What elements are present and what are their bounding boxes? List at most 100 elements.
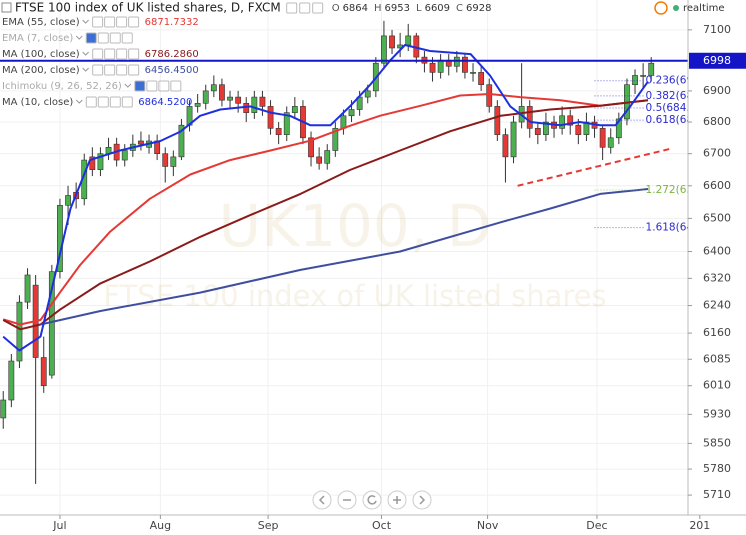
x-tick-label: Sep [258, 519, 279, 532]
candle-body [162, 153, 169, 167]
candle-body [429, 62, 436, 73]
watermark-description: FTSE 100 index of UK listed shares [103, 279, 606, 313]
price-label: 6998 [703, 54, 731, 67]
candle-body [210, 84, 217, 92]
legend-icon [128, 16, 140, 28]
fib-label: 0.236(6933) [646, 75, 711, 87]
legend-caret [82, 67, 90, 72]
candle-body [8, 360, 15, 401]
legend-icon [92, 16, 104, 28]
candle-body [364, 90, 371, 98]
legend-icon [128, 64, 140, 76]
candle-body [65, 195, 71, 206]
candle-body [178, 124, 185, 158]
chart-title: FTSE 100 index of UK listed shares, D, F… [15, 1, 281, 15]
reset-button[interactable] [362, 490, 382, 510]
y-tick-label: 5780 [703, 462, 731, 475]
candle-body [251, 96, 258, 113]
zoom-in-button[interactable] [387, 490, 407, 510]
candle-body [316, 156, 323, 164]
zoom-out-button[interactable] [337, 490, 357, 510]
y-tick-label: 6500 [703, 211, 731, 224]
ohlc-key: L [416, 3, 422, 14]
legend-icon [116, 16, 128, 28]
scroll-right-button[interactable] [412, 490, 432, 510]
y-tick-label: 6240 [703, 299, 731, 312]
indicator-line [2, 93, 649, 326]
legend-icon [128, 48, 140, 60]
legend-icon [146, 80, 158, 92]
alert-icon[interactable] [654, 1, 668, 15]
legend-icon [134, 80, 146, 92]
fib-label: 1.618(6472) [646, 222, 711, 234]
candle-body [526, 106, 533, 129]
candle-body [235, 96, 242, 104]
y-tick-label: 6160 [703, 326, 731, 339]
y-tick-label: 6400 [703, 244, 731, 257]
status: realtime [654, 1, 725, 15]
candle-body [194, 102, 201, 107]
legend-icon [116, 48, 128, 60]
candle-body [267, 106, 274, 129]
scroll-left-button[interactable] [312, 490, 332, 510]
legend-icon [104, 48, 116, 60]
candle-body [502, 134, 509, 158]
candle-body [648, 62, 655, 76]
candle-body [57, 204, 63, 272]
candle-body [615, 118, 622, 139]
legend-icon [92, 48, 104, 60]
realtime-label: realtime [683, 3, 725, 14]
candle-body [0, 399, 7, 419]
candle-body [332, 128, 339, 151]
candle-body [543, 121, 549, 135]
candle-body [348, 109, 355, 117]
legend-icon [158, 80, 170, 92]
legend-value: 6871.7332 [145, 17, 199, 28]
ohlc-value: 6928 [466, 3, 491, 14]
fib-label: 0.5(6845) [646, 102, 698, 114]
legend-icon [170, 80, 182, 92]
legend-icon [92, 64, 104, 76]
candle-body [138, 140, 144, 145]
legend-name: MA (200, close) [2, 65, 80, 76]
legend-name: MA (100, close) [2, 49, 80, 60]
axes: 7100 6900 6800 6700 6600 6500 6400 6320 6240 6160… [52, 23, 746, 532]
x-tick-label: Nov [477, 519, 499, 532]
plot-area: 0.236(6933) 0.382(6884)0.5(6845)0.618(680… [0, 20, 711, 484]
candle-body [97, 153, 104, 170]
candle-body [227, 96, 233, 101]
legend-icon [109, 96, 121, 108]
ohlc-key: C [456, 3, 463, 14]
legend-caret [75, 35, 83, 40]
legend-name: EMA (7, close) [2, 33, 73, 44]
candle-body [170, 156, 177, 167]
x-tick-label: Oct [372, 519, 392, 532]
legend-icon [121, 32, 133, 44]
candle-body [486, 84, 493, 107]
y-tick-label: 5710 [703, 488, 731, 501]
candle-body [389, 35, 395, 49]
legend-icon [97, 32, 109, 44]
legend-caret [82, 51, 90, 56]
candle-body [283, 112, 290, 135]
legend-icon [121, 96, 133, 108]
y-tick-label: 5850 [703, 436, 731, 449]
legend-icon [104, 64, 116, 76]
y-tick-label: 6900 [703, 84, 731, 97]
candle-body [405, 35, 412, 46]
header-icon [299, 2, 311, 14]
legend-caret [75, 99, 83, 104]
header-icon [286, 2, 298, 14]
legend-icon [85, 96, 97, 108]
candle-body [462, 56, 468, 73]
trendline [517, 147, 671, 187]
fib-label: 0.618(6806) [646, 114, 711, 126]
legend-value: 6786.2860 [145, 49, 199, 60]
legend-value: 6456.4500 [145, 65, 199, 76]
price-label-box [689, 52, 746, 69]
grid [0, 0, 688, 515]
legend-icon [109, 32, 121, 44]
indicator-line [40, 188, 649, 326]
candle-body [478, 72, 485, 85]
candle-body [24, 274, 31, 303]
